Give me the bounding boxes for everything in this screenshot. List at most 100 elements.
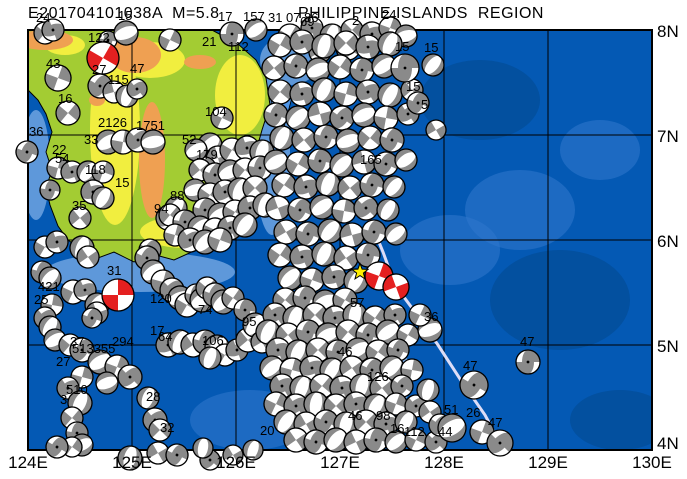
ball-depth-label: 16	[390, 421, 405, 436]
ball-depth-label: 15	[424, 40, 439, 55]
ball-depth-label: 122	[88, 30, 110, 45]
ball-depth-label: 36	[29, 124, 44, 139]
ball-depth-label: 86	[304, 10, 319, 25]
beachball	[349, 57, 375, 83]
beachball	[165, 443, 189, 467]
beachball	[44, 64, 72, 92]
lat-axis-label: 5N	[657, 337, 679, 356]
beachball	[331, 198, 357, 224]
ball-depth-label: 21	[202, 34, 217, 49]
ball-depth-label: 36	[424, 309, 439, 324]
beachball	[91, 160, 115, 184]
beachball	[459, 370, 489, 400]
ball-depth-label: 15	[115, 175, 130, 190]
beachball	[337, 175, 363, 201]
beachball	[355, 34, 381, 60]
beachball	[339, 222, 365, 248]
ball-depth-label: 88	[170, 188, 185, 203]
beachball	[382, 175, 406, 199]
beachball	[355, 79, 381, 105]
beachball	[315, 171, 341, 197]
ball-depth-label: 44	[438, 424, 453, 439]
ball-depth-label: 46	[348, 408, 363, 423]
beachball	[373, 151, 399, 177]
ball-depth-label: 47	[130, 61, 145, 76]
lon-axis-label: 130E	[632, 453, 672, 472]
beachball	[295, 319, 321, 345]
beachball	[311, 241, 337, 267]
beachball	[136, 386, 160, 410]
beachball	[371, 53, 397, 79]
ball-depth-label: 69	[300, 14, 315, 29]
beachball	[515, 349, 541, 375]
beachball	[421, 53, 445, 77]
beachball	[242, 175, 268, 201]
beachball	[91, 186, 115, 210]
beachball	[285, 151, 311, 177]
ball-depth-label: 46	[338, 344, 353, 359]
ball-depth-label: 94	[154, 201, 169, 216]
beachball	[295, 221, 321, 247]
beachball	[335, 128, 361, 154]
ball-depth-label: 5	[421, 97, 429, 112]
beachball	[148, 418, 172, 442]
ball-depth-label: 179	[196, 147, 218, 162]
ball-depth-label: 115	[108, 72, 129, 87]
beachball	[416, 378, 440, 402]
lon-axis-label: 129E	[528, 453, 568, 472]
ball-depth-label: 98	[376, 408, 391, 423]
ball-depth-label: 421	[38, 279, 60, 294]
beachball	[311, 77, 337, 103]
ball-depth-label: 95	[242, 314, 257, 329]
beachball	[269, 125, 295, 151]
ball-depth-label: 17	[150, 323, 165, 338]
beachball	[283, 427, 309, 453]
beachball	[210, 106, 234, 130]
beachball	[311, 33, 337, 59]
beachball	[313, 124, 339, 150]
beachball	[113, 20, 139, 46]
beachball	[81, 307, 103, 329]
beachball	[271, 172, 297, 198]
lon-axis-label: 125E	[112, 453, 152, 472]
beachball	[309, 194, 335, 220]
beachball	[379, 127, 405, 153]
ball-depth-label: 25	[34, 292, 49, 307]
plot-title-region: PHILIPPINE ISLANDS REGION	[298, 5, 544, 22]
ball-depth-label: 15	[395, 39, 410, 54]
beachball	[289, 81, 315, 107]
beachball	[222, 444, 244, 466]
beachball	[291, 127, 317, 153]
ball-depth-label: 118	[85, 162, 106, 177]
ball-depth-label: 16	[58, 91, 73, 106]
beachball	[45, 230, 69, 254]
ball-depth-label: 31	[268, 10, 283, 25]
ball-depth-label: 17	[218, 9, 233, 24]
ball-depth-label: 31	[107, 263, 122, 278]
ball-depth-label: 104	[205, 104, 227, 119]
lat-axis-label: 7N	[657, 127, 679, 146]
ball-depth-label: 35	[72, 198, 87, 213]
ball-depth-label: 3	[60, 392, 68, 407]
red-beachball	[382, 273, 410, 301]
beachball	[394, 148, 418, 172]
beachball	[355, 242, 381, 268]
plot-title-event: E201704101038A M=5.8	[28, 5, 220, 22]
beachball	[15, 140, 39, 164]
ball-depth-label: 27	[56, 354, 71, 369]
beachball	[55, 100, 81, 126]
beachball	[283, 53, 309, 79]
lat-axis-label: 6N	[657, 232, 679, 251]
ball-depth-label: 126	[367, 369, 389, 384]
beachball	[376, 198, 400, 222]
beachball	[255, 319, 281, 345]
beachball	[39, 179, 61, 201]
ball-depth-label: 33	[84, 132, 99, 147]
beachball	[359, 172, 385, 198]
ball-depth-label: 20	[260, 423, 275, 438]
ball-depth-label: 07	[286, 10, 301, 25]
ball-depth-label: 26	[466, 405, 481, 420]
ball-depth-label: 43	[46, 56, 61, 71]
ball-depth-label: 15	[406, 79, 421, 94]
